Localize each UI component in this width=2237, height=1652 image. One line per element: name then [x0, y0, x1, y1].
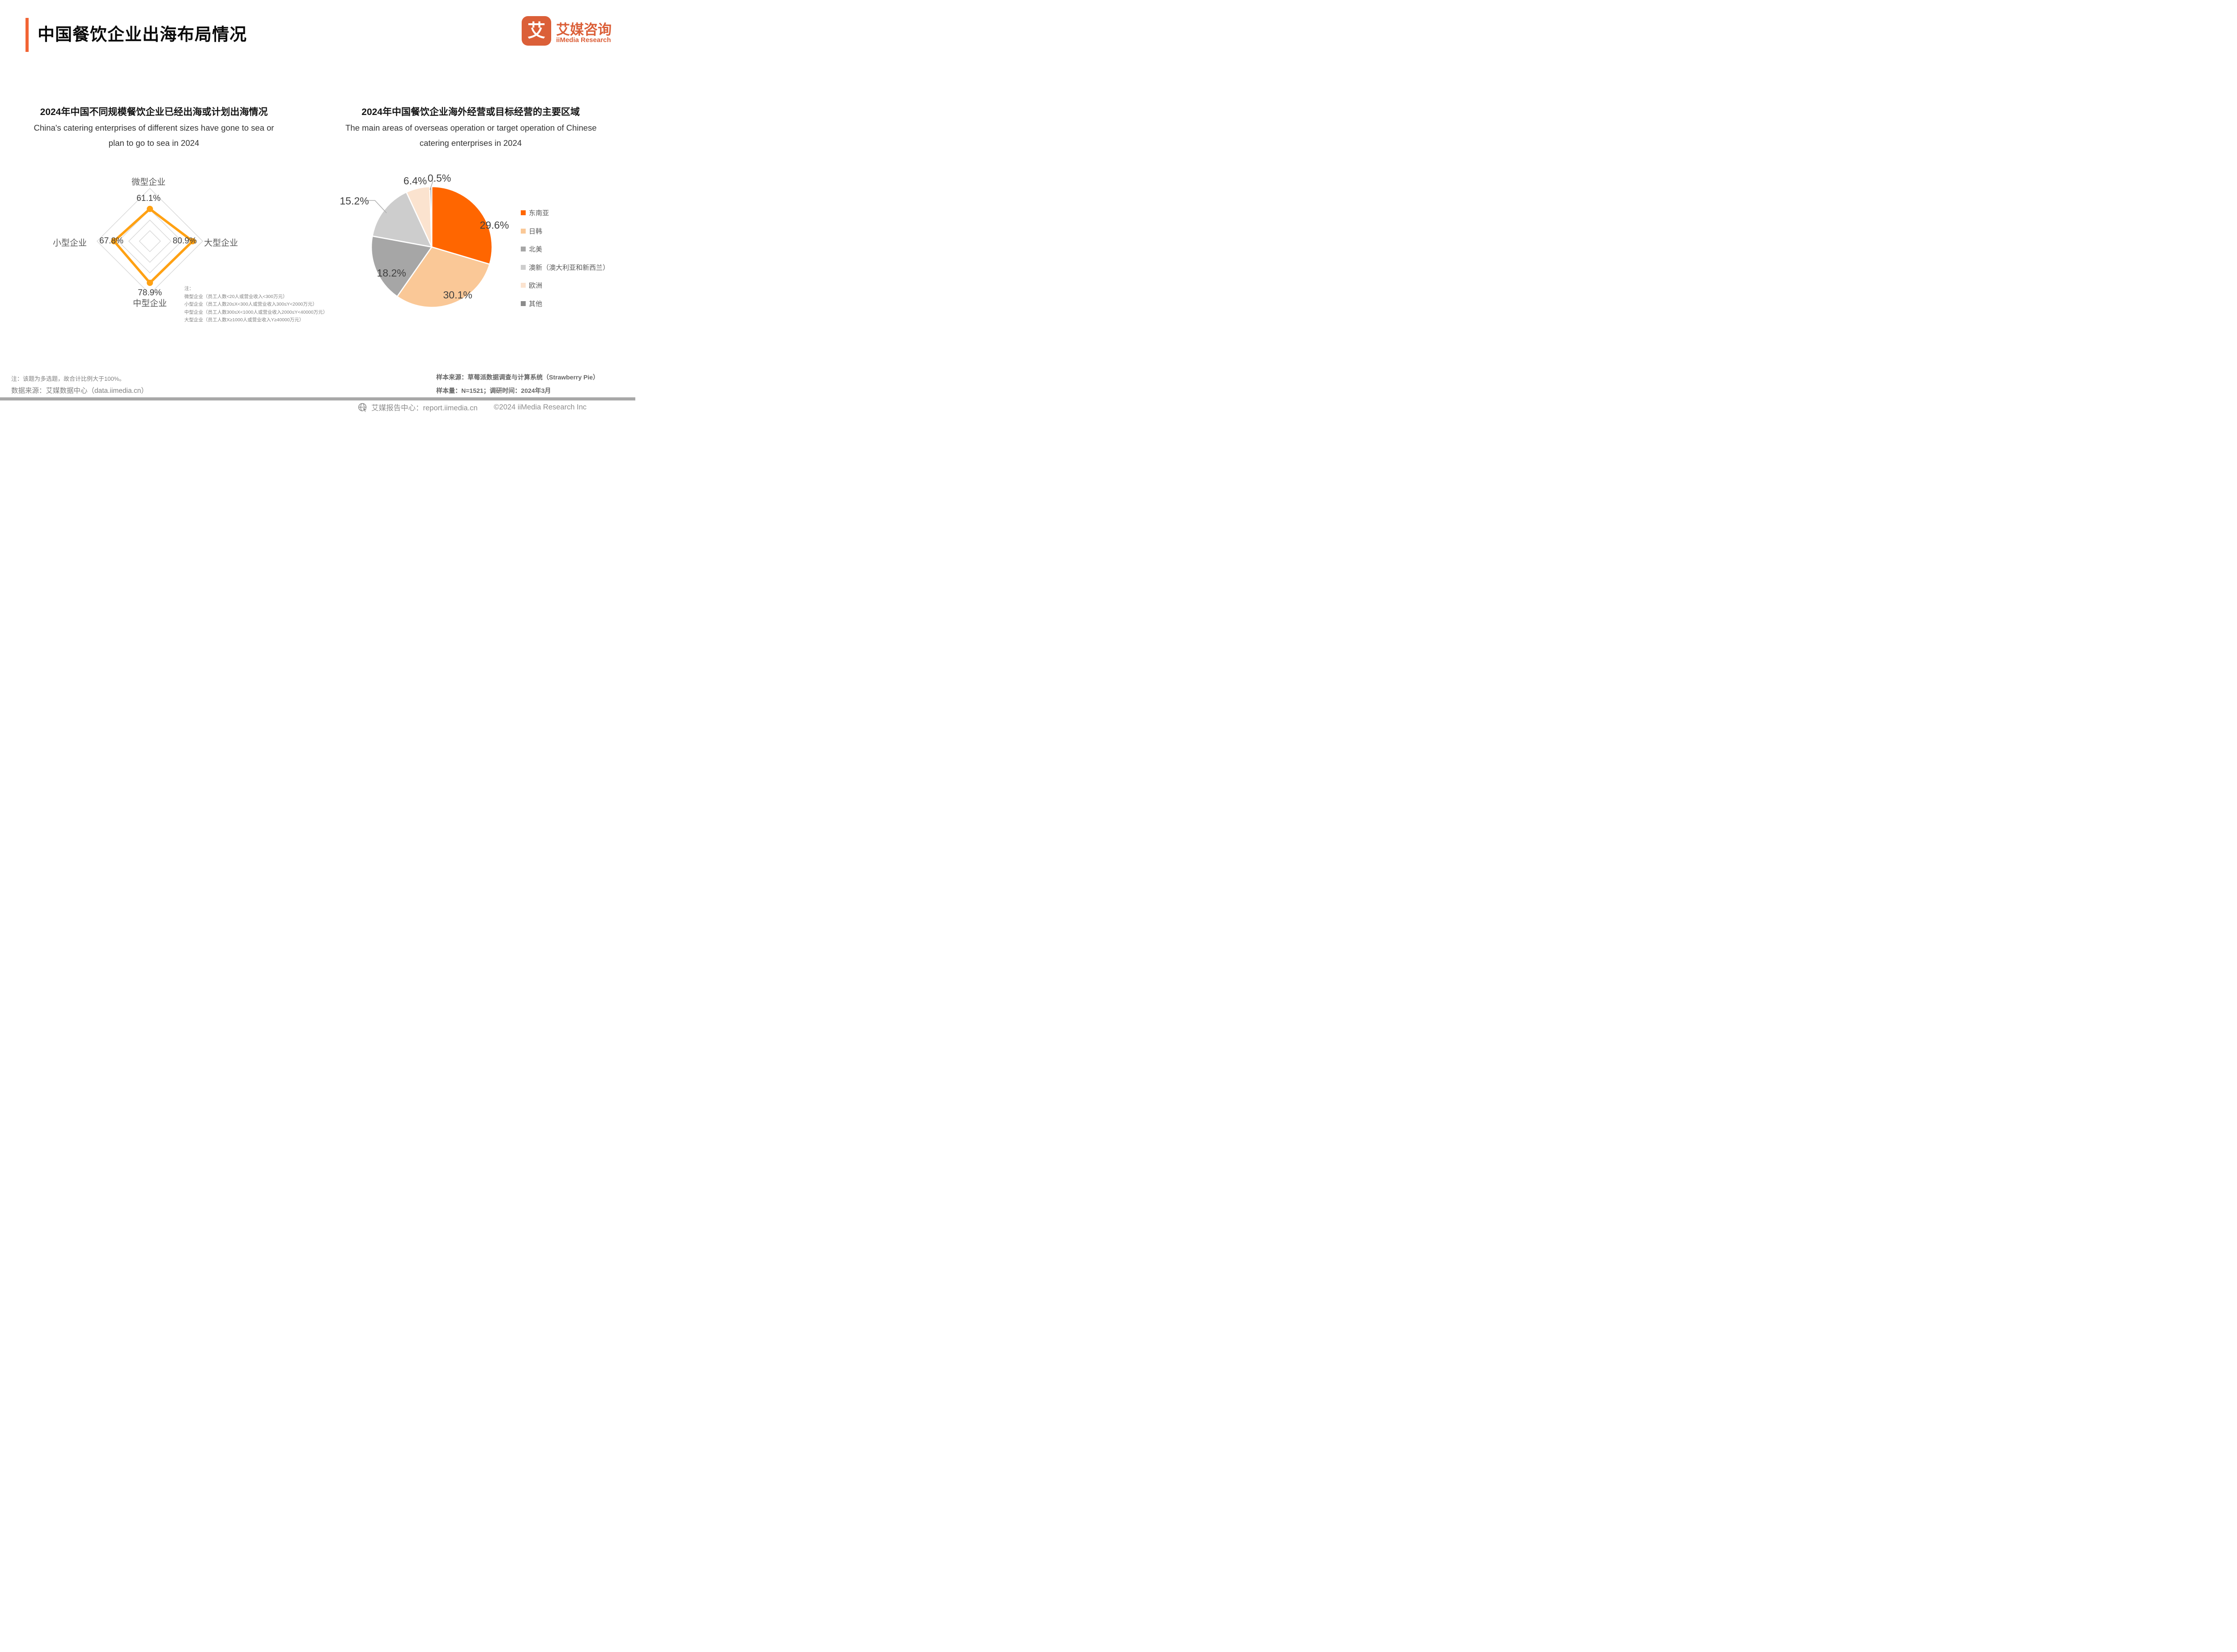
pie-chart-title-en-line1: The main areas of overseas operation or …: [345, 123, 597, 132]
pie-label-europe: 6.4%: [403, 175, 427, 187]
note-line: 大型企业（员工人数X≥1000人或营业收入Y≥40000万元）: [184, 317, 304, 323]
pie-slice: [396, 246, 490, 308]
footnote-multiselect: 注：该题为多选题，故合计比例大于100%。: [11, 375, 125, 382]
legend-label: 东南亚: [529, 209, 549, 217]
radar-chart-title-cn: 2024年中国不同规模餐饮企业已经出海或计划出海情况: [40, 107, 268, 117]
legend-swatch: [521, 301, 526, 306]
pie-label-north-america: 18.2%: [377, 267, 406, 279]
note-line: 注：: [184, 286, 194, 291]
legend-item-other: 其他: [521, 299, 542, 308]
radar-value-top: 61.1%: [136, 194, 161, 203]
radar-axis-label-top: 微型企业: [131, 178, 166, 187]
footnote-data-source: 数据来源：艾媒数据中心（data.iimedia.cn）: [11, 387, 148, 395]
radar-chart-title-en-line2: plan to go to sea in 2024: [108, 138, 200, 148]
legend-item-europe: 欧洲: [521, 281, 542, 290]
pie-label-japan-korea: 30.1%: [443, 289, 472, 301]
footnote-sample-size: 样本量：N=1521；调研时间：2024年3月: [436, 387, 551, 394]
pie-chart-title-en-line2: catering enterprises in 2024: [419, 138, 522, 148]
legend-item-north-america: 北美: [521, 244, 542, 253]
legend-item-aunz: 澳新（澳大利亚和新西兰）: [521, 263, 609, 272]
radar-value-right: 80.9%: [173, 236, 197, 246]
pie-slice: [431, 186, 493, 265]
slide-canvas: 中国餐饮企业出海布局情况 艾 艾媒咨询 iiMedia Research 202…: [0, 0, 635, 413]
pie-label-southeast-asia: 29.6%: [480, 219, 509, 231]
footer-report-center: 艾媒报告中心：report.iimedia.cn: [371, 404, 478, 412]
note-line: 微型企业（员工人数<20人或营业收入<300万元）: [184, 294, 288, 299]
iimedia-logo-icon: 艾: [522, 16, 551, 46]
pie-label-aunz: 15.2%: [340, 195, 369, 207]
pie-slice: [370, 235, 433, 297]
footer-copyright: ©2024 iiMedia Research Inc: [493, 403, 587, 411]
globe-cursor-icon: [358, 403, 367, 412]
radar-value-bottom: 78.9%: [138, 288, 162, 298]
legend-label: 北美: [529, 245, 543, 253]
pie-chart: [368, 180, 493, 308]
legend-label: 日韩: [529, 227, 543, 235]
legend-swatch: [521, 228, 526, 234]
legend-item-southeast-asia: 东南亚: [521, 208, 549, 217]
brand-name-cn: 艾媒咨询: [556, 22, 612, 38]
logo-glyph: 艾: [527, 21, 545, 41]
note-line: 中型企业（员工人数300≤X<1000人或营业收入2000≤Y<40000万元）: [184, 309, 328, 315]
radar-value-left: 67.8%: [99, 236, 123, 246]
legend-label: 澳新（澳大利亚和新西兰）: [529, 264, 610, 272]
footer-divider: [0, 397, 635, 400]
legend-label: 欧洲: [529, 281, 543, 290]
note-line: 小型企业（员工人数20≤X<300人或营业收入300≤Y<2000万元）: [184, 302, 317, 307]
leader-line-aunz: [368, 200, 387, 213]
page-title: 中国餐饮企业出海布局情况: [38, 26, 247, 44]
radar-axis-label-bottom: 中型企业: [132, 299, 167, 308]
brand-name-en: iiMedia Research: [556, 36, 611, 44]
legend-label: 其他: [529, 300, 543, 308]
footer: 艾媒报告中心：report.iimedia.cn ©2024 iiMedia R…: [358, 402, 587, 413]
radar-axis-label-left: 小型企业: [53, 238, 87, 248]
footnote-sample-source: 样本来源：草莓派数据调查与计算系统（Strawberry Pie）: [436, 374, 600, 381]
legend-item-japan-korea: 日韩: [521, 226, 542, 235]
pie-chart-title-cn: 2024年中国餐饮企业海外经营或目标经营的主要区域: [361, 107, 580, 117]
pie-slices: [370, 186, 493, 308]
title-accent-bar: [26, 18, 29, 52]
leader-line-other: [430, 180, 434, 190]
legend-swatch: [521, 282, 526, 288]
legend-swatch: [521, 246, 526, 251]
radar-chart: [96, 187, 204, 295]
legend-swatch: [521, 210, 526, 215]
radar-axis-label-right: 大型企业: [204, 238, 238, 248]
legend-swatch: [521, 264, 526, 270]
enterprise-size-definitions: 注： 微型企业（员工人数<20人或营业收入<300万元） 小型企业（员工人数20…: [184, 285, 327, 324]
pie-label-other: 0.5%: [427, 172, 451, 184]
radar-chart-title-en-line1: China's catering enterprises of differen…: [34, 123, 274, 132]
